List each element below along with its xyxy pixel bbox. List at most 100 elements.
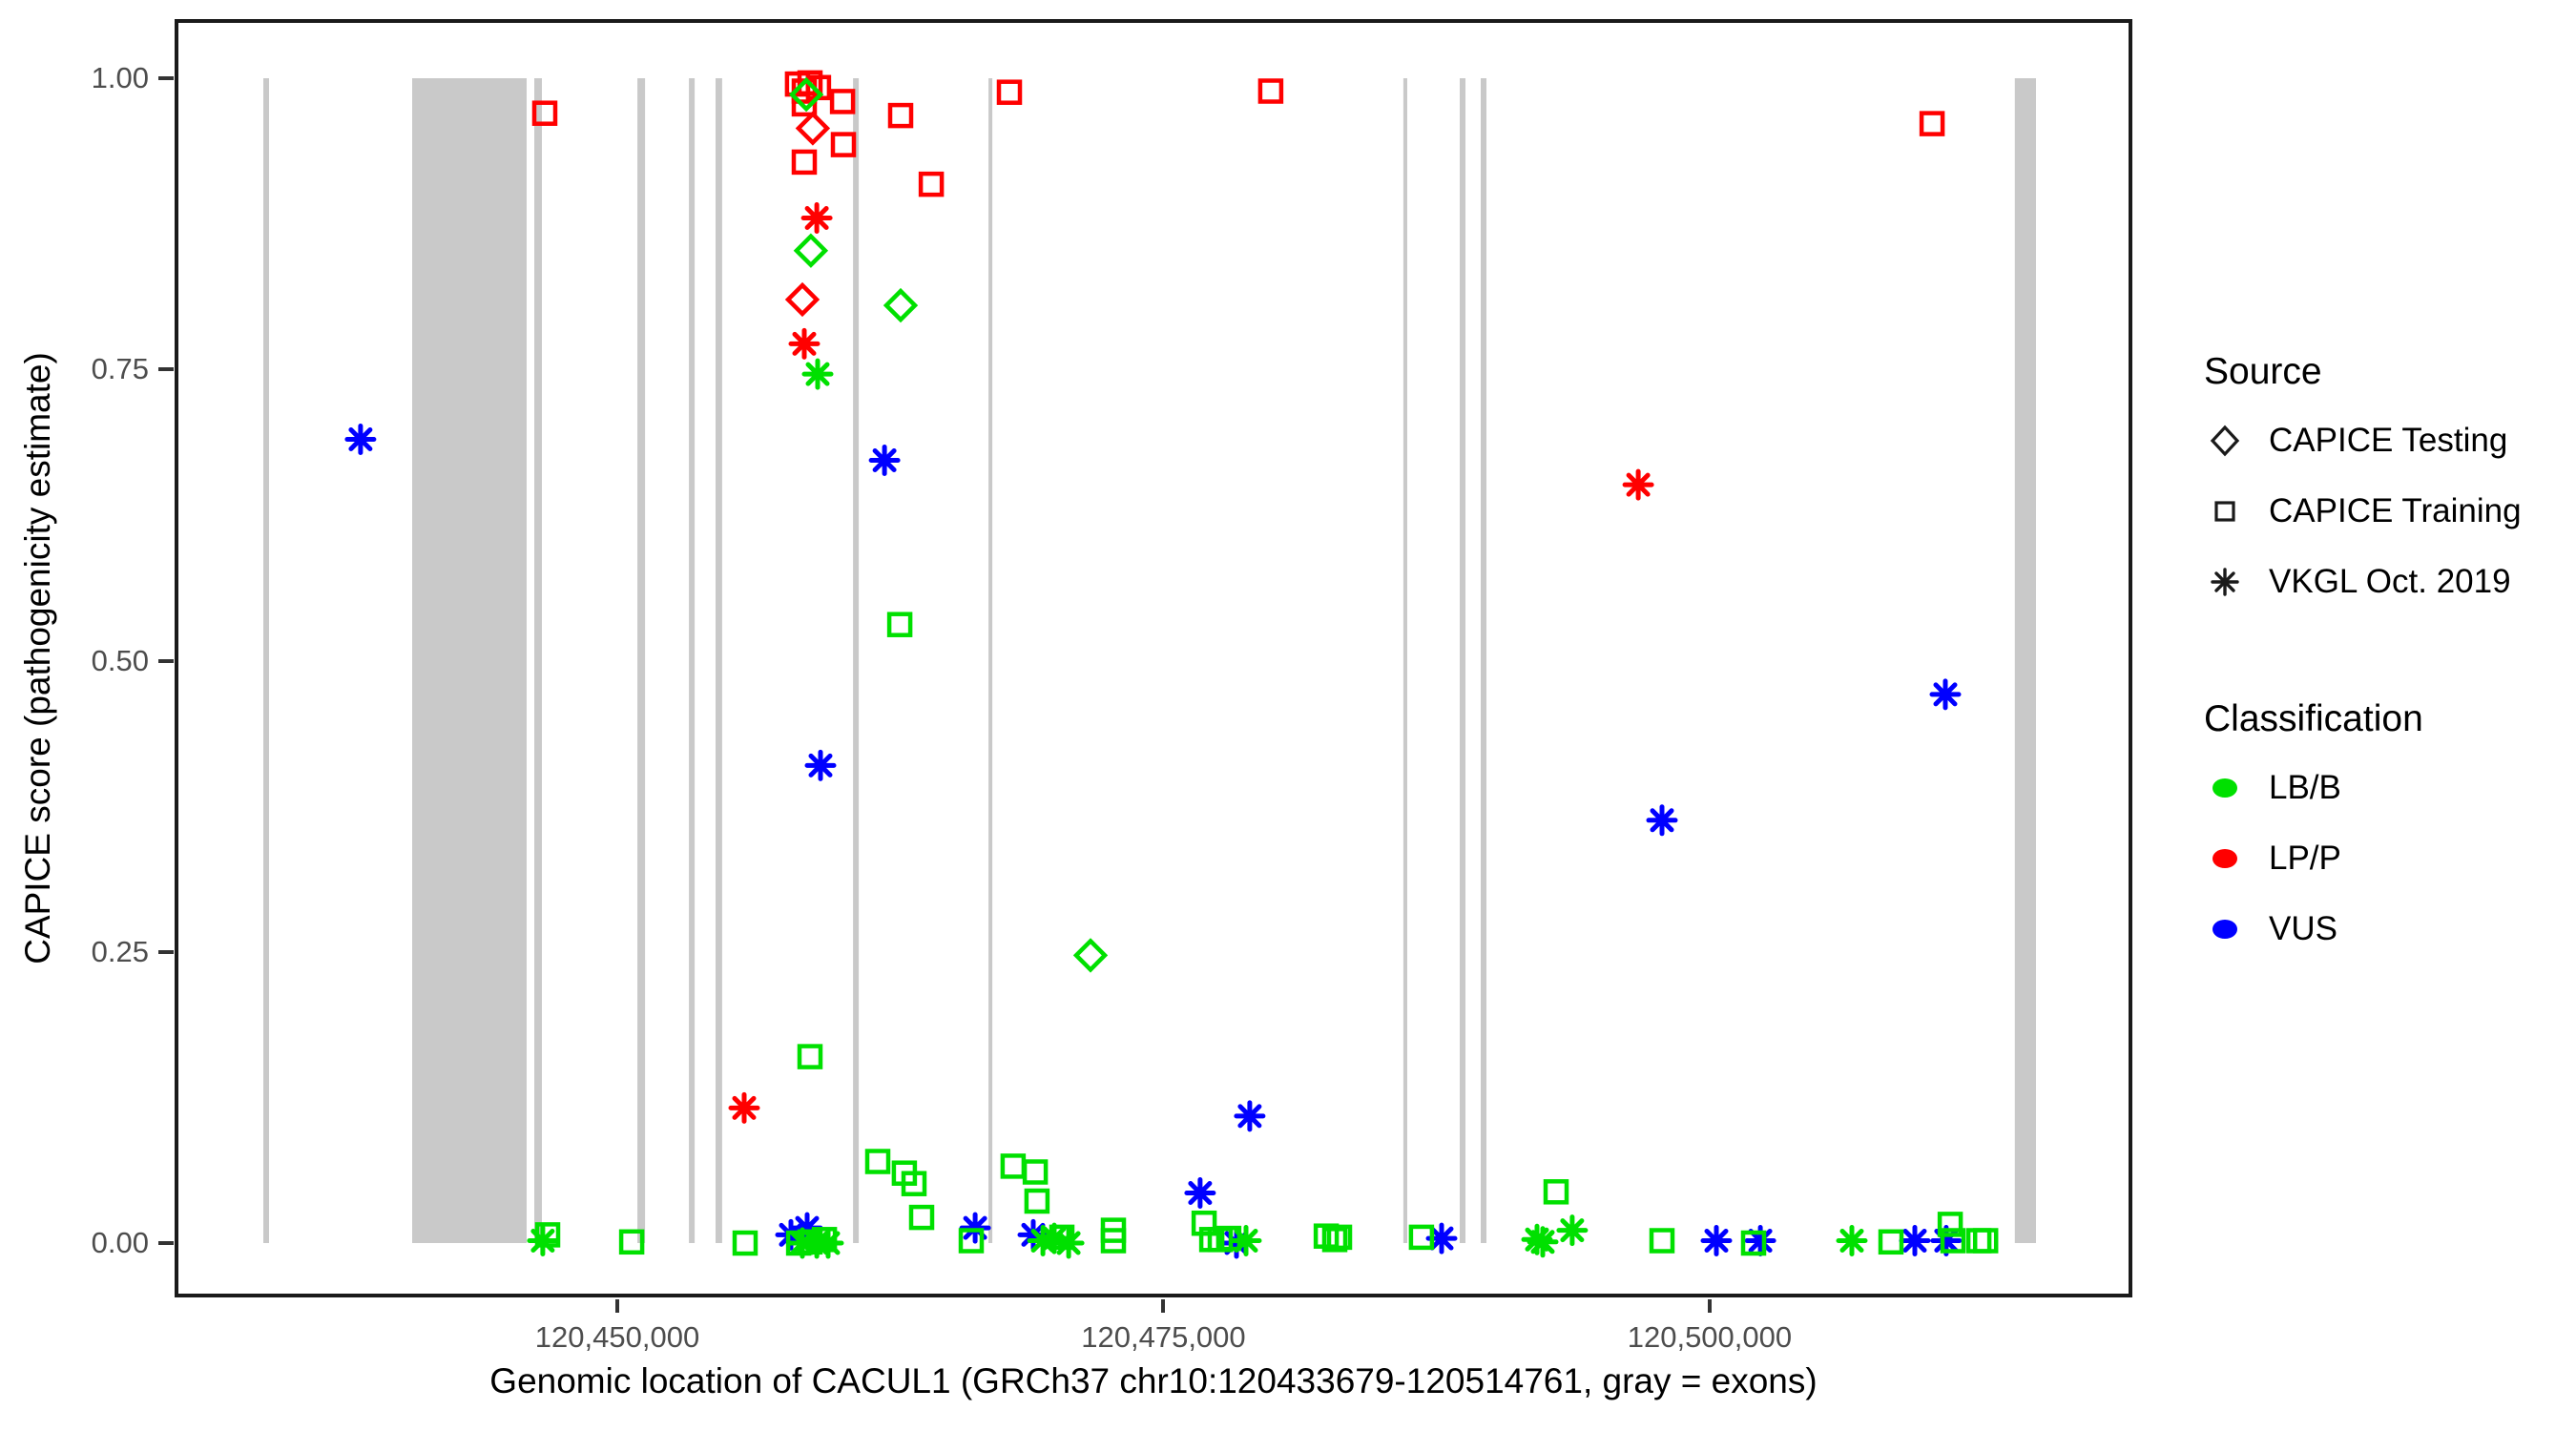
- data-point-square: [1321, 1227, 1348, 1253]
- data-point-asterisk: [868, 445, 901, 476]
- data-point-asterisk: [1929, 678, 1962, 711]
- data-point-asterisk: [1744, 1225, 1776, 1256]
- legend-item-label: VUS: [2269, 910, 2337, 947]
- data-point-square: [1257, 78, 1284, 104]
- data-point-square: [1937, 1212, 1963, 1237]
- y-tick-label: 0.50: [91, 643, 149, 677]
- data-point-asterisk: [527, 1225, 559, 1256]
- data-point-square: [1878, 1229, 1904, 1255]
- data-point-square: [1024, 1188, 1050, 1214]
- data-point-square: [886, 612, 913, 637]
- data-point-square: [1326, 1224, 1353, 1251]
- data-point-square: [908, 1204, 935, 1231]
- data-point-asterisk: [1234, 1100, 1266, 1132]
- data-point-asterisk: [1230, 1225, 1262, 1256]
- data-point-square: [1408, 1224, 1435, 1251]
- x-tick-mark: [1707, 1299, 1712, 1313]
- x-axis-title: Genomic location of CACUL1 (GRCh37 chr10…: [489, 1361, 1818, 1400]
- plot-panel: [175, 19, 2132, 1297]
- data-point-square: [791, 91, 818, 117]
- data-point-square: [887, 102, 914, 129]
- data-point-square: [901, 1171, 927, 1196]
- exon-rect: [689, 78, 696, 1243]
- data-point-asterisk: [788, 327, 821, 360]
- legend: Source CAPICE Testing CAPICE Training VK…: [2204, 351, 2522, 979]
- data-point-asterisk: [1038, 1222, 1070, 1255]
- data-point-asterisk: [812, 1227, 844, 1259]
- data-point-square: [1940, 1228, 1966, 1254]
- blue-dot-icon: [2212, 920, 2237, 939]
- exon-rect: [637, 78, 646, 1243]
- data-point-asterisk: [800, 202, 833, 234]
- legend-item-vus: VUS: [2204, 908, 2522, 950]
- legend-item-capice-training: CAPICE Training: [2204, 490, 2522, 532]
- data-point-square: [1740, 1230, 1767, 1256]
- data-point-diamond: [795, 111, 831, 146]
- legend-item-label: CAPICE Training: [2269, 492, 2522, 529]
- y-tick-label: 0.25: [91, 934, 149, 968]
- exon-rect: [988, 78, 993, 1243]
- legend-item-lpp: LP/P: [2204, 838, 2522, 880]
- data-point-square: [918, 171, 945, 197]
- data-point-asterisk: [1556, 1214, 1589, 1247]
- data-point-square: [1191, 1210, 1217, 1236]
- exon-rect: [2014, 78, 2036, 1243]
- exon-rect: [716, 78, 722, 1243]
- data-point-square: [958, 1228, 985, 1254]
- data-point-square: [1000, 1153, 1027, 1179]
- data-point-square: [1100, 1228, 1127, 1254]
- exon-rect: [263, 78, 269, 1243]
- y-tick-mark: [158, 1240, 174, 1245]
- legend-item-vkgl: VKGL Oct. 2019: [2204, 561, 2522, 603]
- data-point-asterisk: [801, 358, 834, 390]
- data-point-asterisk: [1052, 1227, 1085, 1259]
- data-point-diamond: [883, 287, 919, 323]
- y-tick-mark: [158, 658, 174, 663]
- data-point-square: [618, 1229, 645, 1255]
- data-point-asterisk: [1899, 1225, 1931, 1256]
- data-point-asterisk: [728, 1091, 760, 1124]
- data-point-asterisk: [1930, 1225, 1963, 1256]
- x-tick-label: 120,450,000: [534, 1320, 700, 1354]
- y-tick-label: 0.75: [91, 352, 149, 386]
- x-tick-mark: [1161, 1299, 1166, 1313]
- data-point-square: [996, 79, 1023, 105]
- legend-item-capice-testing: CAPICE Testing: [2204, 420, 2522, 462]
- data-point-square: [1965, 1228, 1992, 1254]
- red-dot-icon: [2212, 849, 2237, 868]
- data-point-square: [1919, 111, 1945, 136]
- asterisk-icon: [2211, 568, 2239, 596]
- data-point-asterisk: [1700, 1225, 1733, 1256]
- scatter-plot: [175, 19, 2132, 1297]
- exon-rect: [1481, 78, 1486, 1243]
- data-point-square: [1972, 1228, 1999, 1254]
- y-tick-mark: [158, 949, 174, 954]
- exon-rect: [853, 78, 860, 1243]
- x-tick-label: 120,500,000: [1627, 1320, 1793, 1354]
- data-point-asterisk: [1425, 1222, 1458, 1255]
- exon-rect: [412, 78, 527, 1243]
- green-dot-icon: [2212, 778, 2237, 798]
- data-point-asterisk: [1646, 804, 1678, 837]
- legend-item-label: CAPICE Testing: [2269, 422, 2508, 459]
- data-point-asterisk: [1622, 468, 1654, 501]
- legend-item-lbb: LB/B: [2204, 767, 2522, 809]
- data-point-diamond: [784, 281, 821, 318]
- x-tick-label: 120,475,000: [1081, 1320, 1246, 1354]
- legend-item-label: LB/B: [2269, 769, 2341, 806]
- x-tick-mark: [615, 1299, 619, 1313]
- data-point-diamond: [1072, 938, 1109, 973]
- data-point-square: [1022, 1159, 1049, 1185]
- data-point-asterisk: [959, 1212, 991, 1244]
- legend-item-label: LP/P: [2269, 840, 2341, 877]
- data-point-asterisk: [344, 424, 377, 455]
- data-point-square: [830, 132, 857, 157]
- data-point-square: [864, 1149, 891, 1174]
- data-point-asterisk: [791, 1212, 823, 1244]
- data-point-square: [791, 149, 818, 176]
- diamond-icon: [2210, 425, 2240, 457]
- data-point-square: [732, 1230, 758, 1256]
- y-tick-mark: [158, 367, 174, 372]
- panel-border: [175, 19, 2132, 1297]
